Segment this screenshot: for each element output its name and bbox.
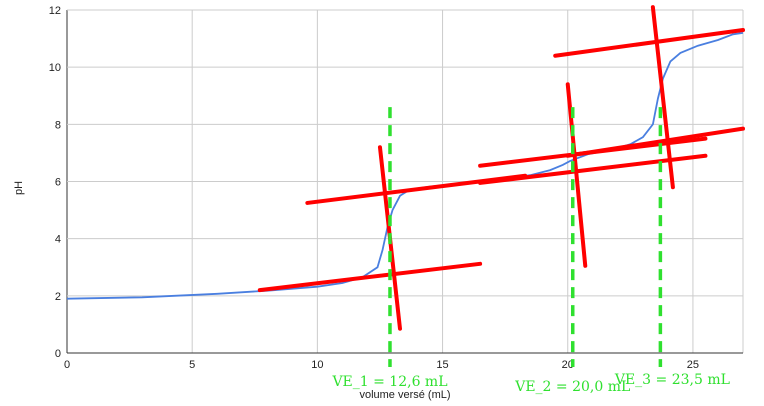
tangent-lines [257,5,745,331]
y-axis-label: pH [13,181,25,195]
x-tick-label: 5 [189,359,195,371]
equivalence-label: VE_1 = 12,6 mL [331,374,447,390]
y-tick-label: 6 [55,177,61,189]
y-tick-label: 10 [49,62,61,74]
y-tick-label: 8 [55,119,61,131]
tangent-line [565,82,588,268]
tangent-line [257,261,483,293]
y-tick-label: 12 [49,5,61,17]
x-tick-label: 20 [562,359,574,371]
x-tick-label: 15 [436,359,448,371]
equivalence-label: VE_2 = 20,0 mL [514,379,630,395]
x-tick-label: 25 [687,359,699,371]
x-axis-label: volume versé (mL) [359,389,450,401]
tangent-line [553,28,745,58]
ph-curve [66,32,744,300]
x-tick-label: 0 [64,359,70,371]
tangent-line [650,5,675,190]
y-tick-label: 2 [55,291,61,303]
grid [66,9,744,354]
tangent-line [565,126,745,158]
tick-labels: 0 5 10 15 20 25 0 2 4 6 8 10 12 [49,5,699,371]
series-layer [66,32,744,300]
y-tick-label: 0 [55,348,61,360]
y-tick-label: 4 [55,234,61,246]
equivalence-label: VE_3 = 23,5 mL [614,372,730,388]
x-tick-label: 10 [311,359,323,371]
tangent-line [478,153,708,185]
